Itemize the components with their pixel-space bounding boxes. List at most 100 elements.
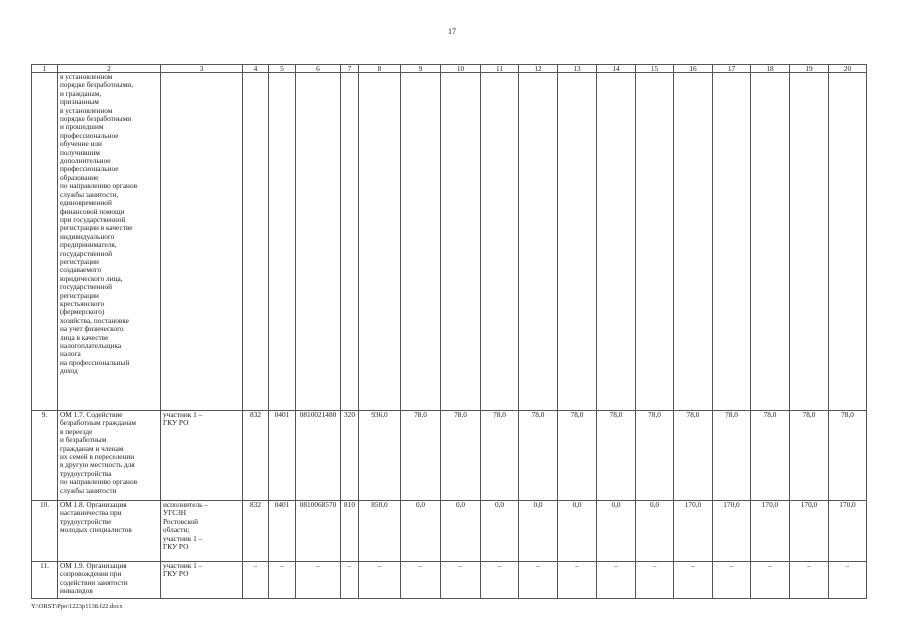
value-cell: 78,0 [750,410,790,501]
value-cell [518,72,558,411]
value-cell: 78,0 [440,410,481,501]
value-cell: 0,0 [480,500,519,562]
value-cell [242,72,269,411]
value-cell: – [518,561,558,599]
value-cell: 78,0 [635,410,674,501]
executor: участник 1 – ГКУ РО [160,410,243,501]
row-number [31,72,58,411]
row-number: 11. [31,561,58,599]
value-cell: 0,0 [596,500,636,562]
table-row: 10. ОМ 1.8. Организация наставничества пр… [31,500,867,562]
value-cell: – [400,561,441,599]
value-cell: 0401 [268,410,296,501]
table-row: 9. ОМ 1.7. Содействие безработным граждан… [31,410,867,501]
value-cell: 78,0 [828,410,867,501]
value-cell [557,72,597,411]
value-cell [268,72,296,411]
value-cell: – [596,561,636,599]
value-cell: 320 [340,410,359,501]
value-cell: 78,0 [480,410,519,501]
table-row: в установленном порядке безработными, и … [31,72,867,411]
column-header-3: 3 [160,64,243,73]
value-cell: – [557,561,597,599]
value-cell: 0,0 [635,500,674,562]
budget-table: 1 2 3 4 5 6 7 8 9 10 11 12 13 14 15 16 17 18 19 20 в устано… [31,64,867,599]
value-cell: – [268,561,296,599]
column-header-16: 16 [673,64,713,73]
value-cell: 0,0 [518,500,558,562]
column-header-2: 2 [57,64,161,73]
column-header-7: 7 [340,64,359,73]
column-header-14: 14 [596,64,636,73]
column-header-15: 15 [635,64,674,73]
column-header-1: 1 [31,64,58,73]
executor: исполнитель – УГСЗН Ростовской области; … [160,500,243,562]
value-cell [358,72,401,411]
column-header-17: 17 [712,64,751,73]
column-header-19: 19 [789,64,829,73]
page-number: 17 [448,27,456,36]
value-cell [635,72,674,411]
value-cell: – [480,561,519,599]
column-header-9: 9 [400,64,441,73]
value-cell [750,72,790,411]
value-cell: 78,0 [400,410,441,501]
value-cell: 850,0 [358,500,401,562]
value-cell: 170,0 [673,500,713,562]
value-cell [340,72,359,411]
row-number: 10. [31,500,58,562]
value-cell: 810 [340,500,359,562]
column-header-6: 6 [295,64,341,73]
value-cell: – [789,561,829,599]
value-cell [440,72,481,411]
value-cell: 170,0 [828,500,867,562]
value-cell [596,72,636,411]
column-header-10: 10 [440,64,481,73]
executor: участник 1 – ГКУ РО [160,561,243,599]
value-cell: – [242,561,269,599]
value-cell: 78,0 [712,410,751,501]
column-number-header: 1 2 3 4 5 6 7 8 9 10 11 12 13 14 15 16 17 18 19 20 [31,64,867,73]
column-header-5: 5 [268,64,296,73]
file-path-footer: Y:\ORST\Ppo\1223p1138.f22.docx [31,603,123,610]
value-cell: 78,0 [673,410,713,501]
value-cell: 0,0 [557,500,597,562]
column-header-20: 20 [828,64,867,73]
value-cell: – [712,561,751,599]
activity-name: в установленном порядке безработными, и … [57,72,161,411]
activity-name: ОМ 1.8. Организация наставничества при т… [57,500,161,562]
value-cell: 0810021480 [295,410,341,501]
value-cell: – [828,561,867,599]
value-cell: – [750,561,790,599]
value-cell: 832 [242,500,269,562]
table-row: 11. ОМ 1.9. Организация сопровождения при… [31,561,867,599]
value-cell [480,72,519,411]
column-header-8: 8 [358,64,401,73]
value-cell [712,72,751,411]
activity-name: ОМ 1.7. Содействие безработным гражданам… [57,410,161,501]
value-cell: 0401 [268,500,296,562]
column-header-13: 13 [557,64,597,73]
value-cell: 0810068570 [295,500,341,562]
value-cell: 170,0 [750,500,790,562]
value-cell: 936,0 [358,410,401,501]
value-cell: 832 [242,410,269,501]
value-cell [828,72,867,411]
value-cell: – [673,561,713,599]
value-cell: 170,0 [789,500,829,562]
value-cell: 78,0 [596,410,636,501]
value-cell: – [440,561,481,599]
column-header-11: 11 [480,64,519,73]
value-cell: – [295,561,341,599]
value-cell [789,72,829,411]
value-cell: 0,0 [400,500,441,562]
value-cell: – [358,561,401,599]
column-header-12: 12 [518,64,558,73]
value-cell: 78,0 [557,410,597,501]
value-cell: 170,0 [712,500,751,562]
value-cell: 78,0 [789,410,829,501]
column-header-4: 4 [242,64,269,73]
executor [160,72,243,411]
value-cell [400,72,441,411]
activity-name: ОМ 1.9. Организация сопровождения при со… [57,561,161,599]
